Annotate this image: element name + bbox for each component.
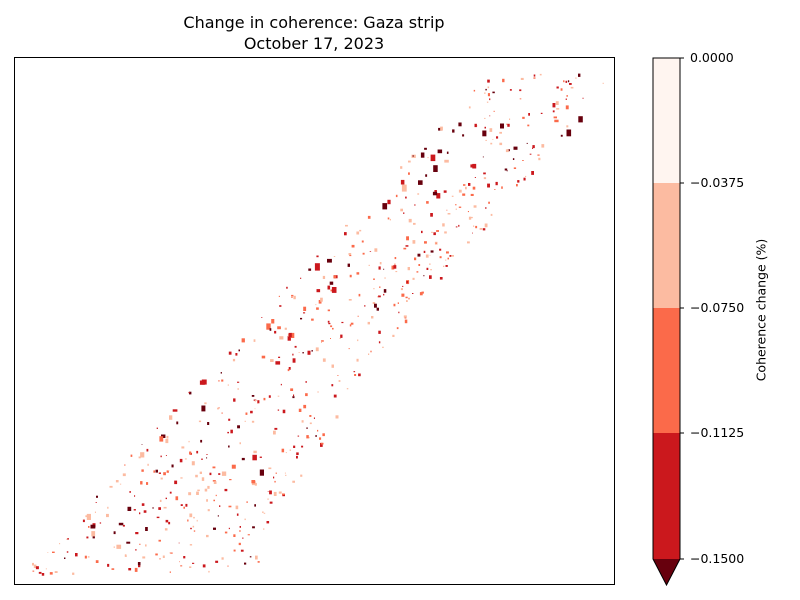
colorbar-band-2: [653, 308, 680, 433]
colorbar-tick-label-0: 0.0000: [690, 50, 734, 65]
colorbar-band-1: [653, 183, 680, 308]
colorbar-band-3: [653, 433, 680, 559]
map-panel[interactable]: [14, 57, 615, 585]
colorbar-outline: [652, 57, 681, 587]
colorbar-tick-label-2: −0.0750: [690, 300, 745, 315]
colorbar-extend-arrow: [653, 559, 680, 585]
colorbar: [652, 57, 684, 587]
colorbar-band-0: [653, 58, 680, 183]
colorbar-tick-label-3: −0.1125: [690, 425, 745, 440]
coherence-change-map: [32, 73, 604, 576]
colorbar-tick-label-4: −0.1500: [690, 551, 745, 566]
colorbar-axis-label: Coherence change (%): [753, 238, 769, 382]
colorbar-tick-label-1: −0.0375: [690, 175, 745, 190]
chart-title-line2: October 17, 2023: [243, 34, 385, 53]
coherence-pixels: [32, 73, 604, 576]
chart-title-line1: Change in coherence: Gaza strip: [183, 13, 445, 32]
